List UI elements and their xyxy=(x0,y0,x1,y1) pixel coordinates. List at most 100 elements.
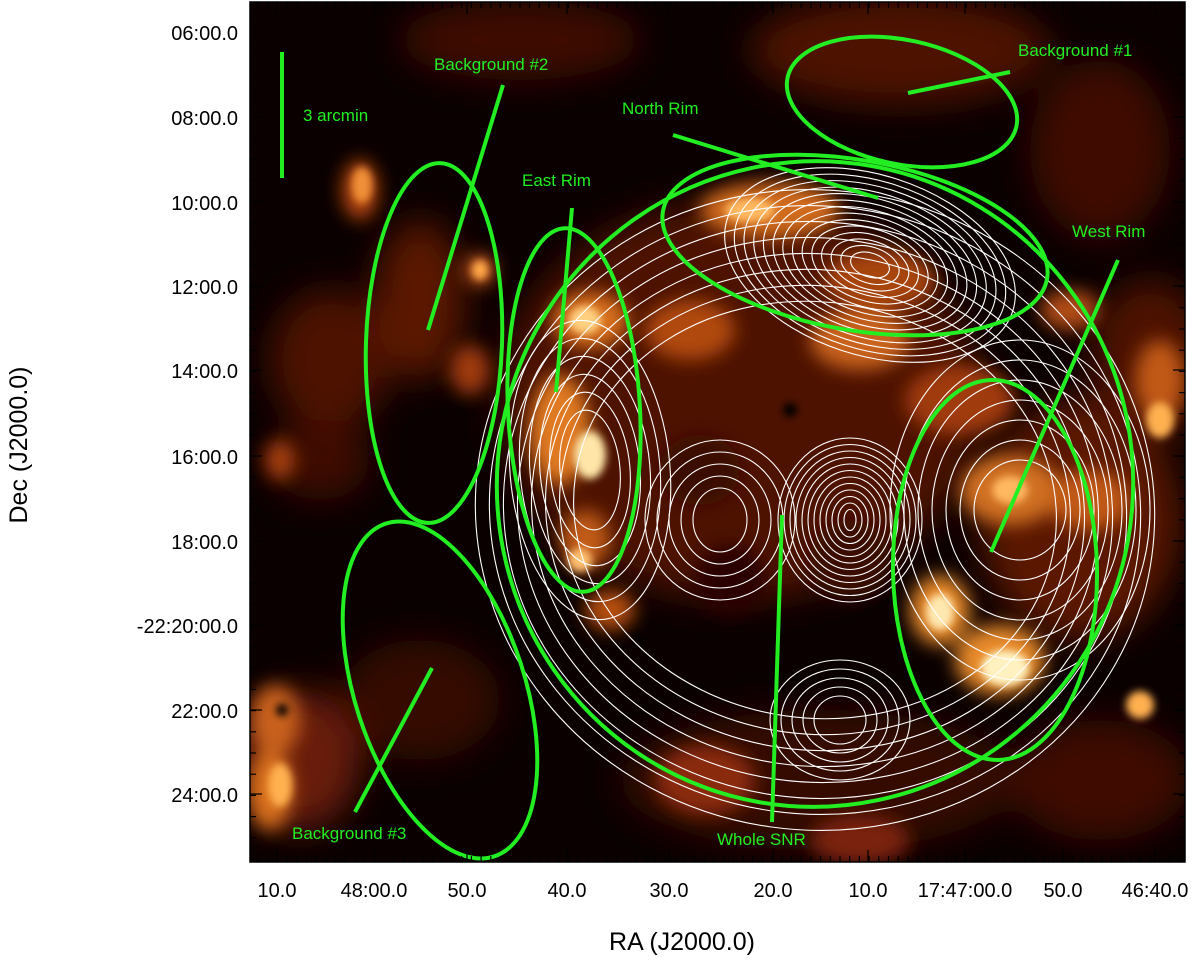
radio-contours xyxy=(474,167,1156,831)
contour-line xyxy=(959,439,1081,581)
leader-north xyxy=(672,133,879,200)
contour-line xyxy=(782,206,958,324)
region-east-rim xyxy=(505,226,643,594)
region-north-rim xyxy=(660,152,1050,338)
y-tick-label: 24:00.0 xyxy=(171,785,238,807)
y-tick-label: 22:00.0 xyxy=(171,701,238,723)
contour-line xyxy=(830,238,910,292)
x-tick-label: 10.0 xyxy=(258,880,297,902)
x-axis-title: RA (J2000.0) xyxy=(609,928,755,956)
x-tick-label: 17:47:00.0 xyxy=(918,880,1013,902)
region-background-1 xyxy=(784,34,1020,170)
x-tick-label: 50.0 xyxy=(448,880,487,902)
contour-line xyxy=(753,186,987,344)
contour-line xyxy=(680,475,760,565)
contour-line xyxy=(850,251,890,279)
contour-line xyxy=(780,668,900,772)
contour-line xyxy=(807,469,893,571)
y-tick-label: -22:20:00.0 xyxy=(137,616,238,638)
region-west-rim xyxy=(890,378,1100,762)
contour-line xyxy=(692,487,748,553)
x-tick-label: 50.0 xyxy=(1044,880,1083,902)
scale-bar-label: 3 arcmin xyxy=(303,106,368,125)
contour-line xyxy=(801,463,899,577)
contour-line xyxy=(559,409,621,531)
contour-line xyxy=(549,391,631,549)
axis-ticks xyxy=(250,2,1185,862)
contour-line xyxy=(644,439,796,601)
region-labels: 3 arcmin Background #1 Background #2 Bac… xyxy=(292,41,1145,849)
contour-line xyxy=(508,319,672,621)
contour-line xyxy=(811,225,929,305)
y-tick-label: 06:00.0 xyxy=(171,23,238,45)
contour-line xyxy=(544,268,1086,752)
x-tick-label: 30.0 xyxy=(650,880,689,902)
contour-line xyxy=(821,232,919,298)
label-background-3: Background #3 xyxy=(292,824,406,843)
leader-bg3 xyxy=(353,667,434,813)
region-background-3 xyxy=(340,519,540,861)
contour-line xyxy=(733,173,1007,357)
contour-line xyxy=(831,495,869,545)
contour-line xyxy=(777,437,923,603)
label-background-2: Background #2 xyxy=(434,55,548,74)
leader-bg2 xyxy=(426,84,505,331)
contour-line xyxy=(762,193,978,337)
contour-line xyxy=(840,244,900,286)
contour-line xyxy=(801,219,939,311)
contour-line xyxy=(903,359,1137,661)
contour-line xyxy=(772,199,968,331)
contour-line xyxy=(973,459,1067,561)
x-tick-labels: 10.0 48:00.0 50.0 40.0 30.0 20.0 10.0 17… xyxy=(258,880,1189,902)
contour-line xyxy=(789,450,911,590)
y-tick-label: 14:00.0 xyxy=(171,361,238,383)
y-tick-label: 16:00.0 xyxy=(171,447,238,469)
region-overlays xyxy=(340,34,1136,861)
contour-line xyxy=(813,476,887,564)
contour-line xyxy=(783,443,917,597)
leader-east xyxy=(554,207,574,393)
contour-line xyxy=(791,677,889,763)
contour-line xyxy=(825,489,875,551)
contour-line xyxy=(889,339,1151,681)
contour-line xyxy=(813,695,867,745)
y-tick-label: 08:00.0 xyxy=(171,108,238,130)
contour-line xyxy=(917,379,1123,641)
contour-line xyxy=(802,686,878,754)
plot-frame xyxy=(249,1,1186,863)
contour-line xyxy=(559,284,1071,736)
label-east-rim: East Rim xyxy=(522,171,591,190)
contour-line xyxy=(843,508,857,532)
contour-line xyxy=(769,659,911,781)
x-tick-label: 48:00.0 xyxy=(341,880,408,902)
y-tick-label: 10:00.0 xyxy=(171,193,238,215)
y-tick-label: 18:00.0 xyxy=(171,532,238,554)
region-background-2 xyxy=(363,161,505,525)
y-tick-label: 12:00.0 xyxy=(171,277,238,299)
leader-bg1 xyxy=(907,70,1011,95)
contour-line xyxy=(931,399,1109,621)
contour-line xyxy=(819,482,881,558)
label-whole-snr: Whole SNR xyxy=(717,830,806,849)
contour-line xyxy=(743,180,997,350)
xray-image xyxy=(250,2,1185,862)
contour-line xyxy=(945,419,1095,601)
y-axis-title: Dec (J2000.0) xyxy=(5,366,33,523)
x-tick-label: 46:40.0 xyxy=(1122,880,1189,902)
leader-west xyxy=(989,259,1120,553)
label-background-1: Background #1 xyxy=(1018,41,1132,60)
contour-line xyxy=(791,212,949,318)
contour-line xyxy=(668,463,772,577)
contour-line xyxy=(724,167,1016,363)
contour-line xyxy=(837,502,863,538)
contour-line xyxy=(518,337,662,603)
label-north-rim: North Rim xyxy=(622,99,699,118)
x-tick-label: 40.0 xyxy=(548,880,587,902)
leader-whole xyxy=(770,514,784,823)
region-whole-snr xyxy=(494,159,1136,809)
region-leaders xyxy=(280,52,1120,823)
x-tick-label: 10.0 xyxy=(849,880,888,902)
x-tick-label: 20.0 xyxy=(754,880,793,902)
y-tick-labels: 06:00.0 08:00.0 10:00.0 12:00.0 14:00.0 … xyxy=(137,23,238,807)
